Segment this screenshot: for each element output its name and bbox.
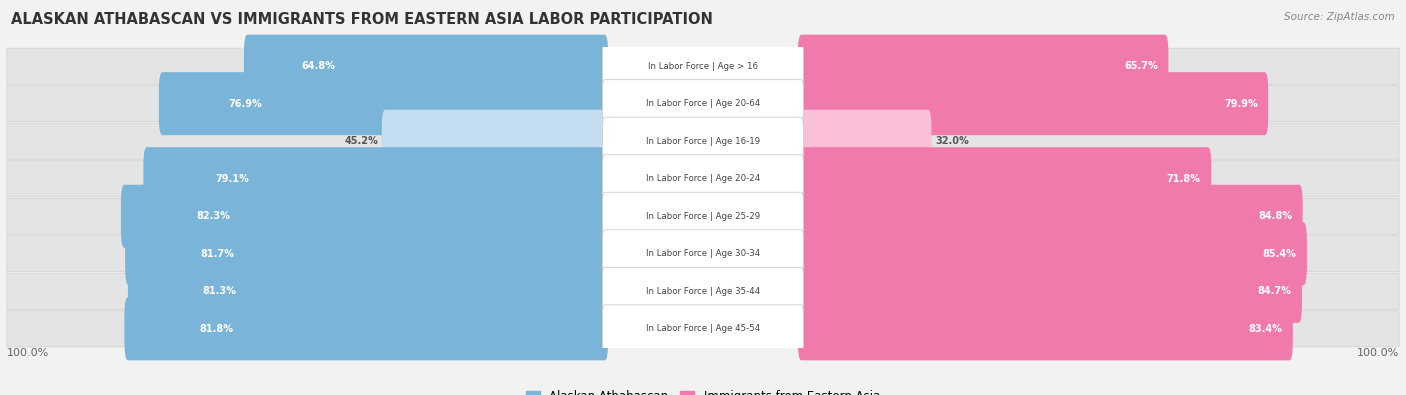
FancyBboxPatch shape bbox=[125, 222, 609, 285]
FancyBboxPatch shape bbox=[603, 155, 804, 203]
FancyBboxPatch shape bbox=[799, 110, 932, 173]
Text: 84.8%: 84.8% bbox=[1258, 211, 1292, 221]
Text: 85.4%: 85.4% bbox=[1263, 249, 1296, 259]
Text: In Labor Force | Age 35-44: In Labor Force | Age 35-44 bbox=[645, 287, 761, 296]
FancyBboxPatch shape bbox=[143, 147, 609, 210]
FancyBboxPatch shape bbox=[128, 260, 609, 323]
Text: ALASKAN ATHABASCAN VS IMMIGRANTS FROM EASTERN ASIA LABOR PARTICIPATION: ALASKAN ATHABASCAN VS IMMIGRANTS FROM EA… bbox=[11, 12, 713, 27]
Text: 32.0%: 32.0% bbox=[935, 136, 969, 146]
FancyBboxPatch shape bbox=[7, 161, 1399, 197]
FancyBboxPatch shape bbox=[603, 192, 804, 240]
FancyBboxPatch shape bbox=[382, 110, 609, 173]
Text: Source: ZipAtlas.com: Source: ZipAtlas.com bbox=[1284, 12, 1395, 22]
Text: 71.8%: 71.8% bbox=[1167, 174, 1201, 184]
FancyBboxPatch shape bbox=[7, 48, 1399, 84]
FancyBboxPatch shape bbox=[603, 80, 804, 128]
Text: 79.1%: 79.1% bbox=[215, 174, 249, 184]
FancyBboxPatch shape bbox=[7, 236, 1399, 272]
FancyBboxPatch shape bbox=[799, 297, 1294, 360]
Text: 76.9%: 76.9% bbox=[229, 99, 263, 109]
Text: 81.3%: 81.3% bbox=[202, 286, 236, 296]
FancyBboxPatch shape bbox=[125, 297, 609, 360]
Text: In Labor Force | Age 30-34: In Labor Force | Age 30-34 bbox=[645, 249, 761, 258]
FancyBboxPatch shape bbox=[7, 123, 1399, 159]
FancyBboxPatch shape bbox=[799, 35, 1168, 98]
FancyBboxPatch shape bbox=[121, 185, 609, 248]
Legend: Alaskan Athabascan, Immigrants from Eastern Asia: Alaskan Athabascan, Immigrants from East… bbox=[522, 385, 884, 395]
Text: 84.7%: 84.7% bbox=[1257, 286, 1292, 296]
FancyBboxPatch shape bbox=[245, 35, 609, 98]
Text: In Labor Force | Age 16-19: In Labor Force | Age 16-19 bbox=[645, 137, 761, 146]
FancyBboxPatch shape bbox=[7, 86, 1399, 122]
Text: In Labor Force | Age 20-64: In Labor Force | Age 20-64 bbox=[645, 99, 761, 108]
FancyBboxPatch shape bbox=[603, 42, 804, 90]
Text: In Labor Force | Age 20-24: In Labor Force | Age 20-24 bbox=[645, 174, 761, 183]
Text: 82.3%: 82.3% bbox=[197, 211, 231, 221]
FancyBboxPatch shape bbox=[603, 117, 804, 165]
FancyBboxPatch shape bbox=[7, 311, 1399, 347]
Text: 81.8%: 81.8% bbox=[200, 324, 233, 334]
Text: 100.0%: 100.0% bbox=[1357, 348, 1399, 358]
Text: 83.4%: 83.4% bbox=[1249, 324, 1282, 334]
Text: 79.9%: 79.9% bbox=[1223, 99, 1258, 109]
FancyBboxPatch shape bbox=[799, 147, 1212, 210]
Text: 81.7%: 81.7% bbox=[200, 249, 233, 259]
Text: 45.2%: 45.2% bbox=[344, 136, 378, 146]
FancyBboxPatch shape bbox=[603, 305, 804, 353]
Text: In Labor Force | Age 45-54: In Labor Force | Age 45-54 bbox=[645, 324, 761, 333]
Text: In Labor Force | Age 25-29: In Labor Force | Age 25-29 bbox=[645, 212, 761, 221]
FancyBboxPatch shape bbox=[7, 273, 1399, 309]
Text: 64.8%: 64.8% bbox=[301, 61, 335, 71]
FancyBboxPatch shape bbox=[799, 222, 1308, 285]
Text: 65.7%: 65.7% bbox=[1123, 61, 1159, 71]
FancyBboxPatch shape bbox=[603, 230, 804, 278]
FancyBboxPatch shape bbox=[799, 260, 1302, 323]
FancyBboxPatch shape bbox=[603, 267, 804, 315]
FancyBboxPatch shape bbox=[159, 72, 609, 135]
FancyBboxPatch shape bbox=[799, 185, 1303, 248]
Text: In Labor Force | Age > 16: In Labor Force | Age > 16 bbox=[648, 62, 758, 71]
Text: 100.0%: 100.0% bbox=[7, 348, 49, 358]
FancyBboxPatch shape bbox=[799, 72, 1268, 135]
FancyBboxPatch shape bbox=[7, 198, 1399, 234]
